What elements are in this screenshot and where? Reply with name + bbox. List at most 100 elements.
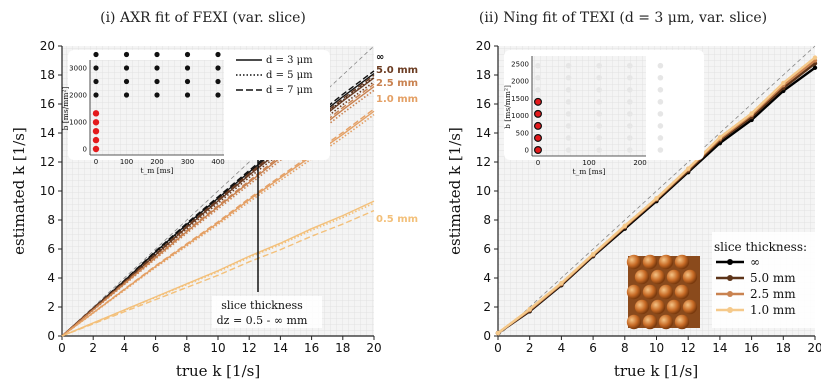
- inset-y-tick-label: 2000: [511, 78, 529, 86]
- inset-point: [627, 99, 633, 105]
- inset-x-tick-label: 300: [181, 158, 194, 166]
- sphere: [650, 299, 666, 315]
- inset-y-tick-label: 1000: [69, 119, 87, 127]
- inset-point: [123, 51, 130, 58]
- y-tick-label: 14: [476, 126, 491, 140]
- inset-point: [596, 135, 602, 141]
- x-tick-label: 10: [210, 341, 225, 355]
- inset-y-tick-label: 0: [525, 147, 529, 155]
- x-tick-label: 12: [681, 341, 696, 355]
- y-tick-label: 10: [476, 184, 491, 198]
- legend-label: d = 3 μm: [266, 55, 313, 66]
- x-tick-label: 14: [712, 341, 727, 355]
- inset-x-tick-label: 0: [536, 159, 540, 167]
- inset-point: [657, 99, 664, 105]
- inset-point: [93, 92, 99, 98]
- series-lines: [495, 45, 818, 337]
- panel-ning-texi: (ii) Ning fit of TEXI (d = 3 μm, var. sl…: [446, 10, 821, 380]
- inset-point: [154, 78, 160, 85]
- sphere: [642, 254, 658, 270]
- sphere: [674, 314, 690, 330]
- inset-point: [123, 65, 130, 71]
- inset-point: [184, 51, 191, 58]
- inset-point: [627, 87, 633, 93]
- series-point: [812, 65, 818, 70]
- series-lines: [61, 45, 375, 337]
- sphere: [658, 284, 674, 300]
- series-point: [749, 111, 754, 116]
- y-tick-label: 16: [40, 97, 55, 111]
- identity-line: [497, 45, 816, 337]
- x-tick-label: 16: [304, 341, 319, 355]
- inset-x-label: t_m [ms]: [572, 167, 605, 176]
- y-tick-label: 8: [483, 213, 491, 227]
- x-tick-label: 14: [273, 341, 288, 355]
- legend: ∞ 5.0 mm 2.5 mm 1.0 mm: [716, 255, 796, 317]
- inset-point: [123, 78, 130, 85]
- sphere: [658, 254, 674, 270]
- x-tick-label: 10: [649, 341, 664, 355]
- series-point: [686, 166, 691, 171]
- annotation-line-1: slice thickness: [221, 299, 303, 312]
- x-tick-label: 6: [152, 341, 160, 355]
- y-tick-label: 12: [476, 155, 491, 169]
- x-tick-label: 4: [121, 341, 129, 355]
- inset-point: [627, 111, 633, 117]
- inset-y-tick-label: 1500: [511, 95, 529, 103]
- panel-title: (ii) Ning fit of TEXI (d = 3 μm, var. sl…: [479, 10, 767, 26]
- x-tick-label: 8: [621, 341, 629, 355]
- sphere: [682, 269, 698, 285]
- legend-marker: [727, 259, 733, 265]
- y-tick-label: 20: [40, 39, 55, 53]
- y-tick-label: 6: [47, 242, 55, 256]
- inset-point: [154, 51, 160, 58]
- legend-marker: [727, 291, 733, 297]
- inset-point: [565, 111, 572, 117]
- inset-point: [565, 74, 572, 81]
- inset-point: [627, 74, 633, 81]
- inset-point: [154, 65, 160, 71]
- inset-point: [215, 78, 221, 85]
- inset-point: [184, 92, 191, 98]
- inset-point: [215, 51, 221, 58]
- series-point: [495, 330, 501, 336]
- inset-point: [596, 123, 602, 129]
- sphere-packing-illustration: [626, 254, 700, 330]
- series-line-dotted: [61, 89, 375, 337]
- inset-point-highlight: [533, 121, 542, 130]
- sphere: [634, 269, 650, 285]
- inset-point: [657, 87, 664, 93]
- y-tick-label: 4: [47, 271, 55, 285]
- x-tick-label: 2: [526, 341, 534, 355]
- sphere: [666, 299, 682, 315]
- y-tick-label: 0: [47, 329, 55, 343]
- y-tick-label: 0: [483, 329, 491, 343]
- inset-point: [596, 111, 602, 117]
- inset-point: [215, 65, 221, 71]
- inset-point: [657, 111, 664, 117]
- inset-point-highlight: [533, 97, 542, 106]
- inset-point: [565, 135, 572, 141]
- series-point: [812, 55, 818, 60]
- inset-y-tick-label: 0: [83, 146, 87, 154]
- series-end-label: 1.0 mm: [376, 94, 418, 105]
- legend-label: 1.0 mm: [750, 303, 796, 317]
- sphere: [682, 299, 698, 315]
- sphere: [634, 299, 650, 315]
- inset-point-highlight: [92, 127, 100, 135]
- series-line-dashed: [61, 209, 375, 337]
- x-tick-label: 18: [776, 341, 791, 355]
- inset-point-highlight: [92, 136, 100, 144]
- annotation-box: [212, 296, 322, 328]
- series-point: [590, 251, 596, 257]
- y-tick-label: 18: [476, 68, 491, 82]
- sphere: [658, 314, 674, 330]
- sphere: [674, 254, 690, 270]
- inset-y-tick-label: 2500: [511, 61, 529, 69]
- x-tick-label: 6: [589, 341, 597, 355]
- inset-x-tick-label: 100: [120, 158, 133, 166]
- inset-point: [657, 123, 664, 129]
- inset-x-tick-label: 0: [94, 158, 98, 166]
